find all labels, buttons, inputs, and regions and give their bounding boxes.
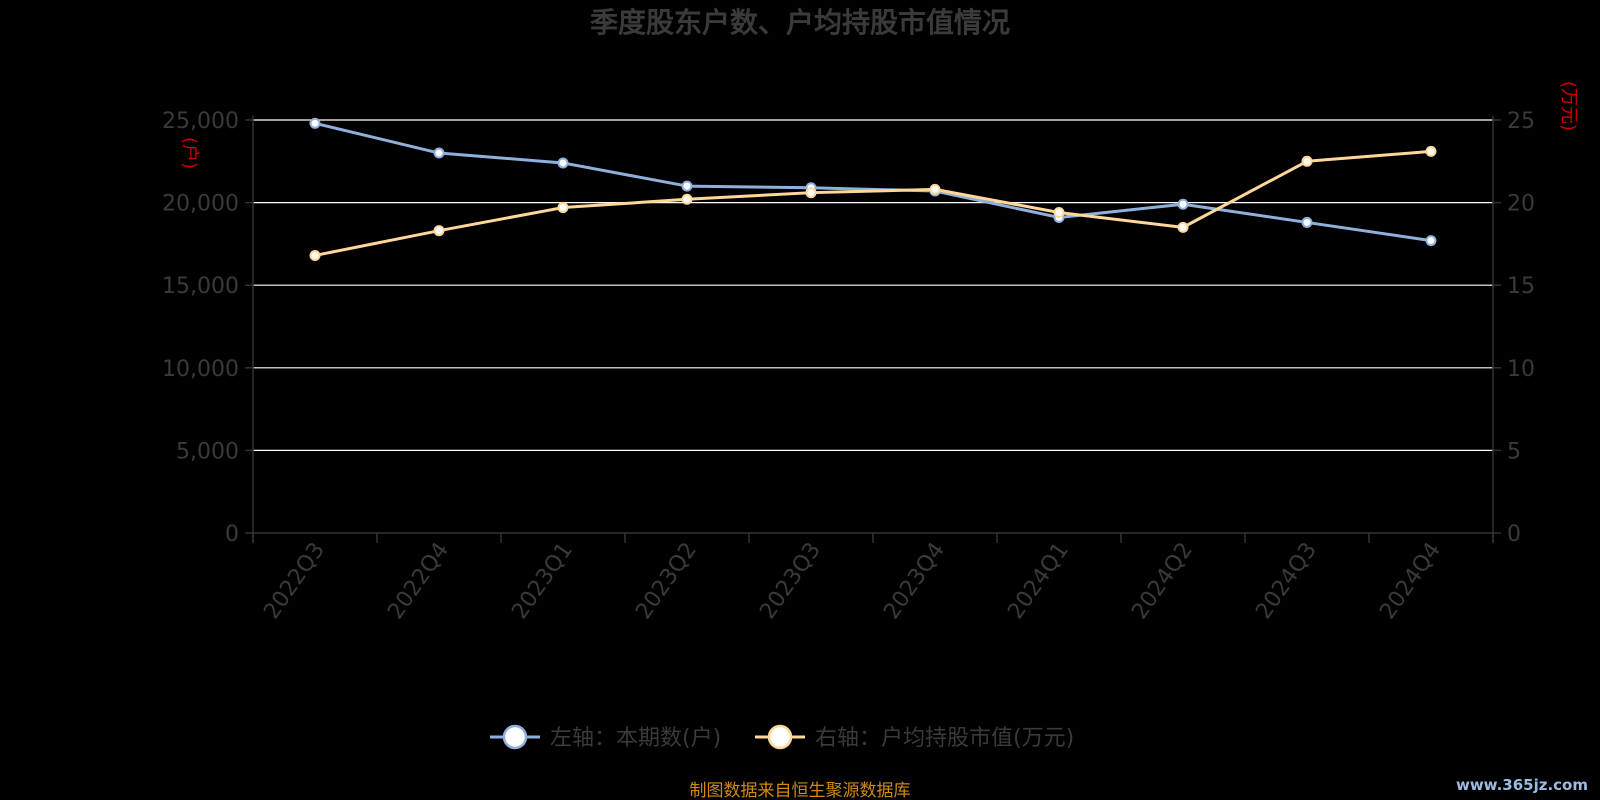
left-tick-label: 0 xyxy=(225,522,239,547)
x-tick-label: 2023Q2 xyxy=(631,538,702,624)
data-point[interactable] xyxy=(1301,155,1313,167)
data-point[interactable] xyxy=(681,180,693,192)
data-point[interactable] xyxy=(1177,198,1189,210)
right-tick-label: 5 xyxy=(1507,439,1521,464)
x-tick-label: 2024Q3 xyxy=(1251,538,1322,624)
chart-title: 季度股东户数、户均持股市值情况 xyxy=(590,6,1010,39)
left-tick-label: 5,000 xyxy=(176,439,239,464)
right-tick-label: 25 xyxy=(1507,109,1535,134)
axes: 0 0 5,000 5 10,000 10 15,000 15 20,000 20 25,000 25… xyxy=(162,109,1535,624)
x-tick-label: 2024Q1 xyxy=(1003,538,1074,624)
legend-marker xyxy=(767,724,793,750)
source-note: 制图数据来自恒生聚源数据库 xyxy=(690,781,911,800)
legend-marker xyxy=(502,724,528,750)
legend-item-1[interactable]: 右轴：户均持股市值(万元) xyxy=(755,724,1074,751)
watermark: www.365jz.com xyxy=(1456,776,1588,794)
x-tick-label: 2024Q4 xyxy=(1375,538,1446,624)
x-tick-label: 2024Q2 xyxy=(1127,538,1198,624)
series-line-0 xyxy=(314,121,1432,243)
x-tick-label: 2023Q4 xyxy=(879,538,950,624)
series-line-1 xyxy=(314,149,1432,257)
grid xyxy=(253,119,1493,451)
data-point[interactable] xyxy=(1053,207,1065,219)
x-tick-label: 2022Q3 xyxy=(259,538,330,624)
right-tick-label: 0 xyxy=(1507,522,1521,547)
legend-item-0[interactable]: 左轴：本期数(户) xyxy=(490,724,721,751)
left-tick-label: 20,000 xyxy=(162,192,239,217)
right-axis-unit: (万元) xyxy=(1558,81,1579,131)
data-point[interactable] xyxy=(1177,221,1189,233)
legend[interactable]: 左轴：本期数(户) 右轴：户均持股市值(万元) xyxy=(490,724,1074,751)
right-tick-label: 15 xyxy=(1507,274,1535,299)
data-point[interactable] xyxy=(805,187,817,199)
data-point[interactable] xyxy=(433,147,445,159)
data-point[interactable] xyxy=(309,249,321,261)
legend-label: 右轴：户均持股市值(万元) xyxy=(815,726,1074,751)
data-point[interactable] xyxy=(557,202,569,214)
right-tick-label: 20 xyxy=(1507,192,1535,217)
x-tick-label: 2023Q3 xyxy=(755,538,826,624)
data-point[interactable] xyxy=(557,157,569,169)
data-point[interactable] xyxy=(681,193,693,205)
x-tick-label: 2023Q1 xyxy=(507,538,578,624)
right-tick-label: 10 xyxy=(1507,357,1535,382)
left-tick-label: 10,000 xyxy=(162,357,239,382)
x-tick-label: 2022Q4 xyxy=(383,538,454,624)
left-tick-label: 25,000 xyxy=(162,109,239,134)
data-point[interactable] xyxy=(929,183,941,195)
data-point[interactable] xyxy=(1425,145,1437,157)
series-layer xyxy=(309,117,1437,261)
left-tick-label: 15,000 xyxy=(162,274,239,299)
data-point[interactable] xyxy=(1425,235,1437,247)
legend-label: 左轴：本期数(户) xyxy=(550,726,721,751)
data-point[interactable] xyxy=(309,117,321,129)
data-point[interactable] xyxy=(433,225,445,237)
left-axis-unit: (户) xyxy=(179,137,200,169)
data-point[interactable] xyxy=(1301,216,1313,228)
